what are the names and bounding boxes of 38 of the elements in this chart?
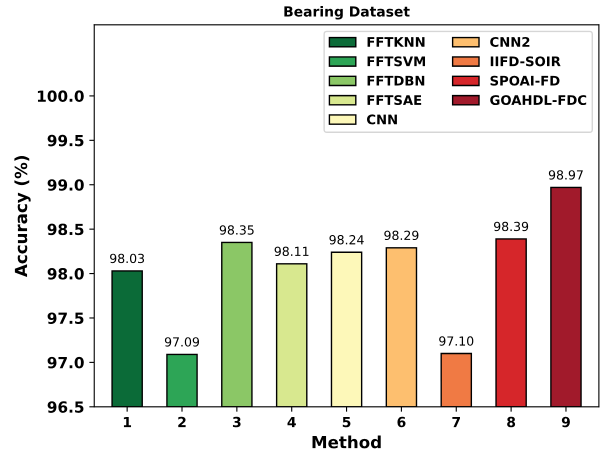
y-tick-label: 99.0 [48, 179, 84, 191]
x-tick-label: 1 [124, 416, 132, 428]
x-tick-label: 9 [562, 416, 570, 428]
y-tick-label: 100.0 [38, 90, 84, 102]
data-label: 97.10 [439, 336, 474, 346]
legend-label: GOAHDL-FDC [490, 95, 586, 106]
data-label: 98.03 [110, 254, 144, 264]
x-tick-label: 6 [397, 416, 406, 428]
legend-label: SPOAI-FD [490, 76, 560, 86]
legend-label: FFTSAE [368, 95, 422, 106]
x-axis-title: Method [312, 436, 381, 448]
data-label: 98.97 [548, 170, 583, 180]
y-tick-label: 96.5 [48, 401, 84, 413]
y-tick-label: 98.5 [48, 224, 84, 236]
x-tick-label: 5 [342, 416, 350, 428]
x-tick-label: 3 [232, 416, 241, 428]
legend-label: FFTKNN [368, 37, 424, 47]
y-tick-label: 97.0 [48, 356, 84, 368]
data-label: 98.11 [274, 246, 308, 256]
data-label: 98.24 [329, 235, 364, 244]
legend-label: FFTDBN [368, 76, 424, 86]
y-tick-label: 98.0 [48, 268, 84, 280]
legend-label: FFTSVM [368, 56, 426, 66]
legend-label: IIFD-SOIR [490, 56, 561, 66]
data-label: 98.39 [494, 222, 528, 232]
data-label: 98.29 [384, 230, 418, 240]
x-tick-label: 7 [452, 416, 460, 428]
legend-label: CNN2 [490, 36, 530, 47]
y-axis-title: Accuracy (%) [14, 156, 31, 277]
x-tick-label: 4 [288, 416, 296, 428]
y-tick-label: 99.5 [48, 134, 84, 146]
y-tick-label: 97.5 [48, 312, 84, 324]
x-tick-label: 8 [507, 416, 516, 428]
data-label: 98.35 [220, 225, 254, 235]
legend-label: CNN [367, 114, 397, 124]
x-tick-label: 2 [178, 416, 186, 428]
data-label: 97.09 [164, 337, 200, 347]
chart-title: Bearing Dataset [284, 6, 410, 20]
